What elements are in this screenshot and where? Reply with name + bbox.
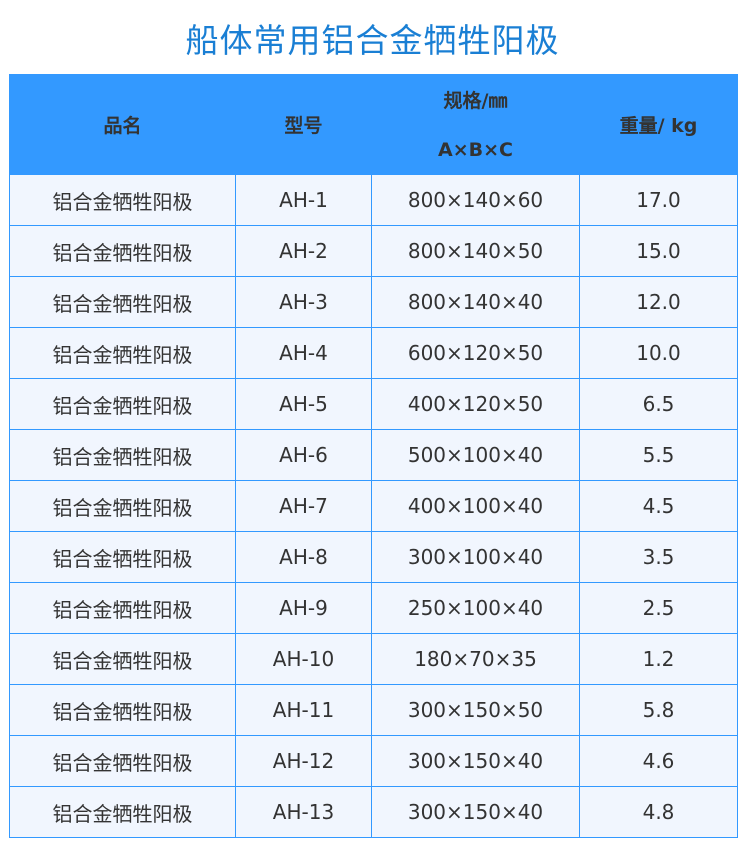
cell-model: AH-12 [235, 735, 372, 787]
cell-weight: 3.5 [579, 531, 738, 583]
cell-model: AH-5 [235, 378, 372, 430]
cell-spec: 250×100×40 [371, 582, 580, 634]
cell-weight: 1.2 [579, 633, 738, 685]
cell-spec: 800×140×60 [371, 174, 580, 226]
cell-model: AH-3 [235, 276, 372, 328]
cell-name: 铝合金牺牲阳极 [9, 786, 236, 838]
cell-name: 铝合金牺牲阳极 [9, 429, 236, 481]
cell-name: 铝合金牺牲阳极 [9, 684, 236, 736]
cell-name: 铝合金牺牲阳极 [9, 531, 236, 583]
cell-weight: 15.0 [579, 225, 738, 277]
cell-name: 铝合金牺牲阳极 [9, 276, 236, 328]
table-row: 铝合金牺牲阳极 AH-10 180×70×35 1.2 [9, 633, 738, 685]
cell-model: AH-2 [235, 225, 372, 277]
cell-weight: 2.5 [579, 582, 738, 634]
cell-weight: 4.8 [579, 786, 738, 838]
cell-weight: 5.8 [579, 684, 738, 736]
page-title: 船体常用铝合金牺牲阳极 [185, 21, 560, 60]
cell-spec: 300×150×40 [371, 735, 580, 787]
cell-weight: 17.0 [579, 174, 738, 226]
cell-name: 铝合金牺牲阳极 [9, 735, 236, 787]
cell-weight: 10.0 [579, 327, 738, 379]
cell-spec: 180×70×35 [371, 633, 580, 685]
cell-spec: 600×120×50 [371, 327, 580, 379]
cell-spec: 400×100×40 [371, 480, 580, 532]
cell-name: 铝合金牺牲阳极 [9, 633, 236, 685]
cell-model: AH-7 [235, 480, 372, 532]
cell-model: AH-1 [235, 174, 372, 226]
anode-spec-table: 品名 型号 规格/㎜ 重量/ kg A×B×C 铝合金牺牲阳极 AH-1 800×1… [9, 74, 738, 838]
cell-name: 铝合金牺牲阳极 [9, 225, 236, 277]
cell-spec: 300×150×50 [371, 684, 580, 736]
table-row: 铝合金牺牲阳极 AH-4 600×120×50 10.0 [9, 327, 738, 379]
cell-name: 铝合金牺牲阳极 [9, 174, 236, 226]
cell-name: 铝合金牺牲阳极 [9, 582, 236, 634]
table-row: 铝合金牺牲阳极 AH-7 400×100×40 4.5 [9, 480, 738, 532]
cell-weight: 6.5 [579, 378, 738, 430]
cell-spec: 300×100×40 [371, 531, 580, 583]
cell-model: AH-10 [235, 633, 372, 685]
table-row: 铝合金牺牲阳极 AH-12 300×150×40 4.6 [9, 735, 738, 787]
cell-model: AH-8 [235, 531, 372, 583]
cell-model: AH-6 [235, 429, 372, 481]
cell-model: AH-13 [235, 786, 372, 838]
cell-weight: 5.5 [579, 429, 738, 481]
table-row: 铝合金牺牲阳极 AH-9 250×100×40 2.5 [9, 582, 738, 634]
cell-spec: 300×150×40 [371, 786, 580, 838]
cell-name: 铝合金牺牲阳极 [9, 378, 236, 430]
cell-name: 铝合金牺牲阳极 [9, 327, 236, 379]
header-name: 品名 [9, 74, 236, 175]
header-model: 型号 [235, 74, 372, 175]
table-row: 铝合金牺牲阳极 AH-2 800×140×50 15.0 [9, 225, 738, 277]
cell-model: AH-4 [235, 327, 372, 379]
header-spec-sub: A×B×C [371, 124, 580, 175]
table-row: 铝合金牺牲阳极 AH-5 400×120×50 6.5 [9, 378, 738, 430]
table-row: 铝合金牺牲阳极 AH-8 300×100×40 3.5 [9, 531, 738, 583]
cell-model: AH-11 [235, 684, 372, 736]
header-spec: 规格/㎜ [371, 74, 580, 125]
cell-spec: 800×140×40 [371, 276, 580, 328]
cell-spec: 500×100×40 [371, 429, 580, 481]
cell-weight: 4.6 [579, 735, 738, 787]
cell-spec: 800×140×50 [371, 225, 580, 277]
cell-weight: 4.5 [579, 480, 738, 532]
table-row: 铝合金牺牲阳极 AH-11 300×150×50 5.8 [9, 684, 738, 736]
header-weight: 重量/ kg [579, 74, 738, 175]
table-row: 铝合金牺牲阳极 AH-6 500×100×40 5.5 [9, 429, 738, 481]
table-row: 铝合金牺牲阳极 AH-1 800×140×60 17.0 [9, 174, 738, 226]
cell-model: AH-9 [235, 582, 372, 634]
cell-spec: 400×120×50 [371, 378, 580, 430]
cell-name: 铝合金牺牲阳极 [9, 480, 236, 532]
table-row: 铝合金牺牲阳极 AH-3 800×140×40 12.0 [9, 276, 738, 328]
table-row: 铝合金牺牲阳极 AH-13 300×150×40 4.8 [9, 786, 738, 838]
cell-weight: 12.0 [579, 276, 738, 328]
